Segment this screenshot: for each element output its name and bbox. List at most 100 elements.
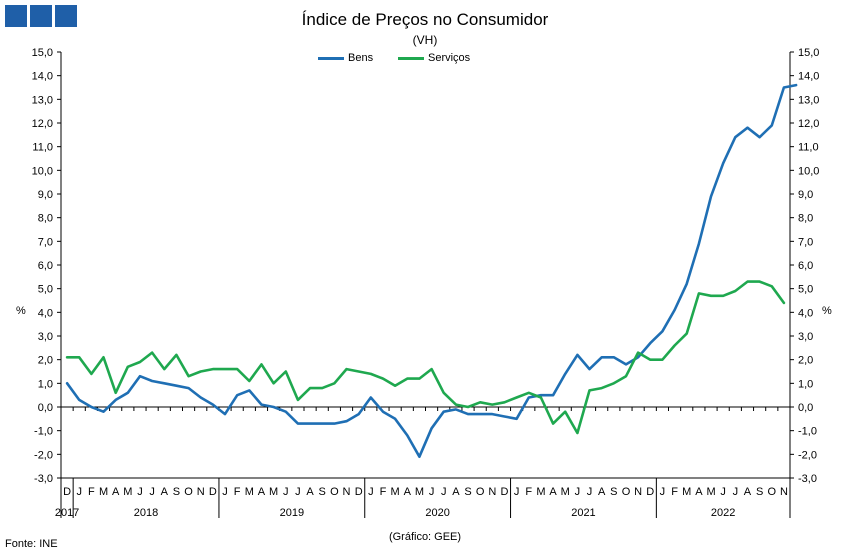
y-tick-label-left: 8,0: [38, 213, 53, 225]
y-tick-label-left: 1,0: [38, 378, 53, 390]
month-label: A: [112, 486, 120, 498]
legend-label-servicos: Serviços: [428, 52, 471, 64]
y-tick-label-right: -3,0: [798, 473, 817, 485]
month-label: D: [209, 486, 217, 498]
y-axis-unit-left: %: [16, 305, 26, 317]
y-tick-label-right: 8,0: [798, 213, 813, 225]
series-line-servicos: [65, 280, 786, 435]
year-label: 2021: [571, 507, 595, 519]
month-label: J: [76, 486, 82, 498]
month-label: J: [295, 486, 301, 498]
month-label: A: [306, 486, 314, 498]
month-label: M: [415, 486, 424, 498]
y-tick-label-right: 15,0: [798, 47, 819, 59]
month-label: J: [575, 486, 581, 498]
month-label: M: [391, 486, 400, 498]
month-label: A: [258, 486, 266, 498]
y-tick-label-right: 13,0: [798, 94, 819, 106]
y-tick-label-left: 4,0: [38, 307, 53, 319]
month-label: N: [634, 486, 642, 498]
chart-title: Índice de Preços no Consumidor: [301, 10, 549, 29]
month-label: A: [161, 486, 169, 498]
y-tick-label-left: 7,0: [38, 236, 53, 248]
y-tick-label-right: 9,0: [798, 189, 813, 201]
logo-square-3: [55, 5, 77, 27]
month-label: A: [598, 486, 606, 498]
y-tick-label-left: -1,0: [34, 426, 53, 438]
y-tick-label-right: 14,0: [798, 71, 819, 83]
logo: [5, 5, 77, 27]
y-tick-label-right: 10,0: [798, 165, 819, 177]
month-label: F: [525, 486, 532, 498]
y-tick-label-left: 0,0: [38, 402, 53, 414]
y-tick-label-left: 10,0: [32, 165, 53, 177]
month-label: O: [184, 486, 193, 498]
chart-subtitle: (VH): [412, 33, 438, 47]
month-label: S: [319, 486, 326, 498]
legend-bens: Bens: [318, 52, 373, 64]
y-tick-label-right: 5,0: [798, 284, 813, 296]
chart-credit: (Gráfico: GEE): [388, 531, 462, 543]
chart-source: Fonte: INE: [5, 538, 58, 550]
month-label: J: [660, 486, 666, 498]
month-label: O: [622, 486, 631, 498]
y-tick-label-left: 13,0: [32, 94, 53, 106]
month-label: N: [343, 486, 351, 498]
y-tick-label-right: 0,0: [798, 402, 813, 414]
y-tick-label-left: 5,0: [38, 284, 53, 296]
month-label: M: [123, 486, 132, 498]
month-label: J: [733, 486, 739, 498]
y-tick-label-left: 14,0: [32, 71, 53, 83]
month-label: A: [695, 486, 703, 498]
month-label: J: [137, 486, 143, 498]
year-label: 2017: [55, 507, 79, 519]
y-tick-label-left: 6,0: [38, 260, 53, 272]
logo-square-2: [30, 5, 52, 27]
y-tick-label-right: 1,0: [798, 378, 813, 390]
month-label: M: [245, 486, 254, 498]
month-label: M: [682, 486, 691, 498]
y-tick-label-left: 2,0: [38, 355, 53, 367]
y-tick-label-right: 6,0: [798, 260, 813, 272]
month-label: J: [368, 486, 374, 498]
month-label: N: [780, 486, 788, 498]
y-tick-label-left: 9,0: [38, 189, 53, 201]
year-label: 2020: [425, 507, 449, 519]
logo-square-1: [5, 5, 27, 27]
month-label: D: [646, 486, 654, 498]
y-tick-label-right: 2,0: [798, 355, 813, 367]
month-label: S: [173, 486, 180, 498]
month-label: O: [767, 486, 776, 498]
y-tick-label-left: 3,0: [38, 331, 53, 343]
month-label: N: [197, 486, 205, 498]
month-label: M: [536, 486, 545, 498]
month-label: F: [88, 486, 95, 498]
month-label: O: [330, 486, 339, 498]
y-tick-label-right: 3,0: [798, 331, 813, 343]
month-label: M: [706, 486, 715, 498]
month-label: A: [404, 486, 412, 498]
month-label: O: [476, 486, 485, 498]
month-label: M: [561, 486, 570, 498]
month-label: A: [744, 486, 752, 498]
month-label: J: [587, 486, 593, 498]
month-label: J: [222, 486, 228, 498]
y-tick-label-left: -2,0: [34, 449, 53, 461]
y-tick-label-right: 11,0: [798, 142, 819, 154]
month-label: M: [99, 486, 108, 498]
year-label: 2022: [711, 507, 735, 519]
month-label: J: [514, 486, 520, 498]
year-label: 2019: [280, 507, 304, 519]
y-tick-label-right: 4,0: [798, 307, 813, 319]
month-label: M: [269, 486, 278, 498]
year-label: 2018: [134, 507, 158, 519]
y-tick-label-right: -1,0: [798, 426, 817, 438]
y-tick-label-left: -3,0: [34, 473, 53, 485]
month-label: S: [464, 486, 471, 498]
month-label: F: [234, 486, 241, 498]
y-tick-label-right: 7,0: [798, 236, 813, 248]
month-label: S: [610, 486, 617, 498]
month-label: J: [149, 486, 155, 498]
y-tick-label-right: -2,0: [798, 449, 817, 461]
